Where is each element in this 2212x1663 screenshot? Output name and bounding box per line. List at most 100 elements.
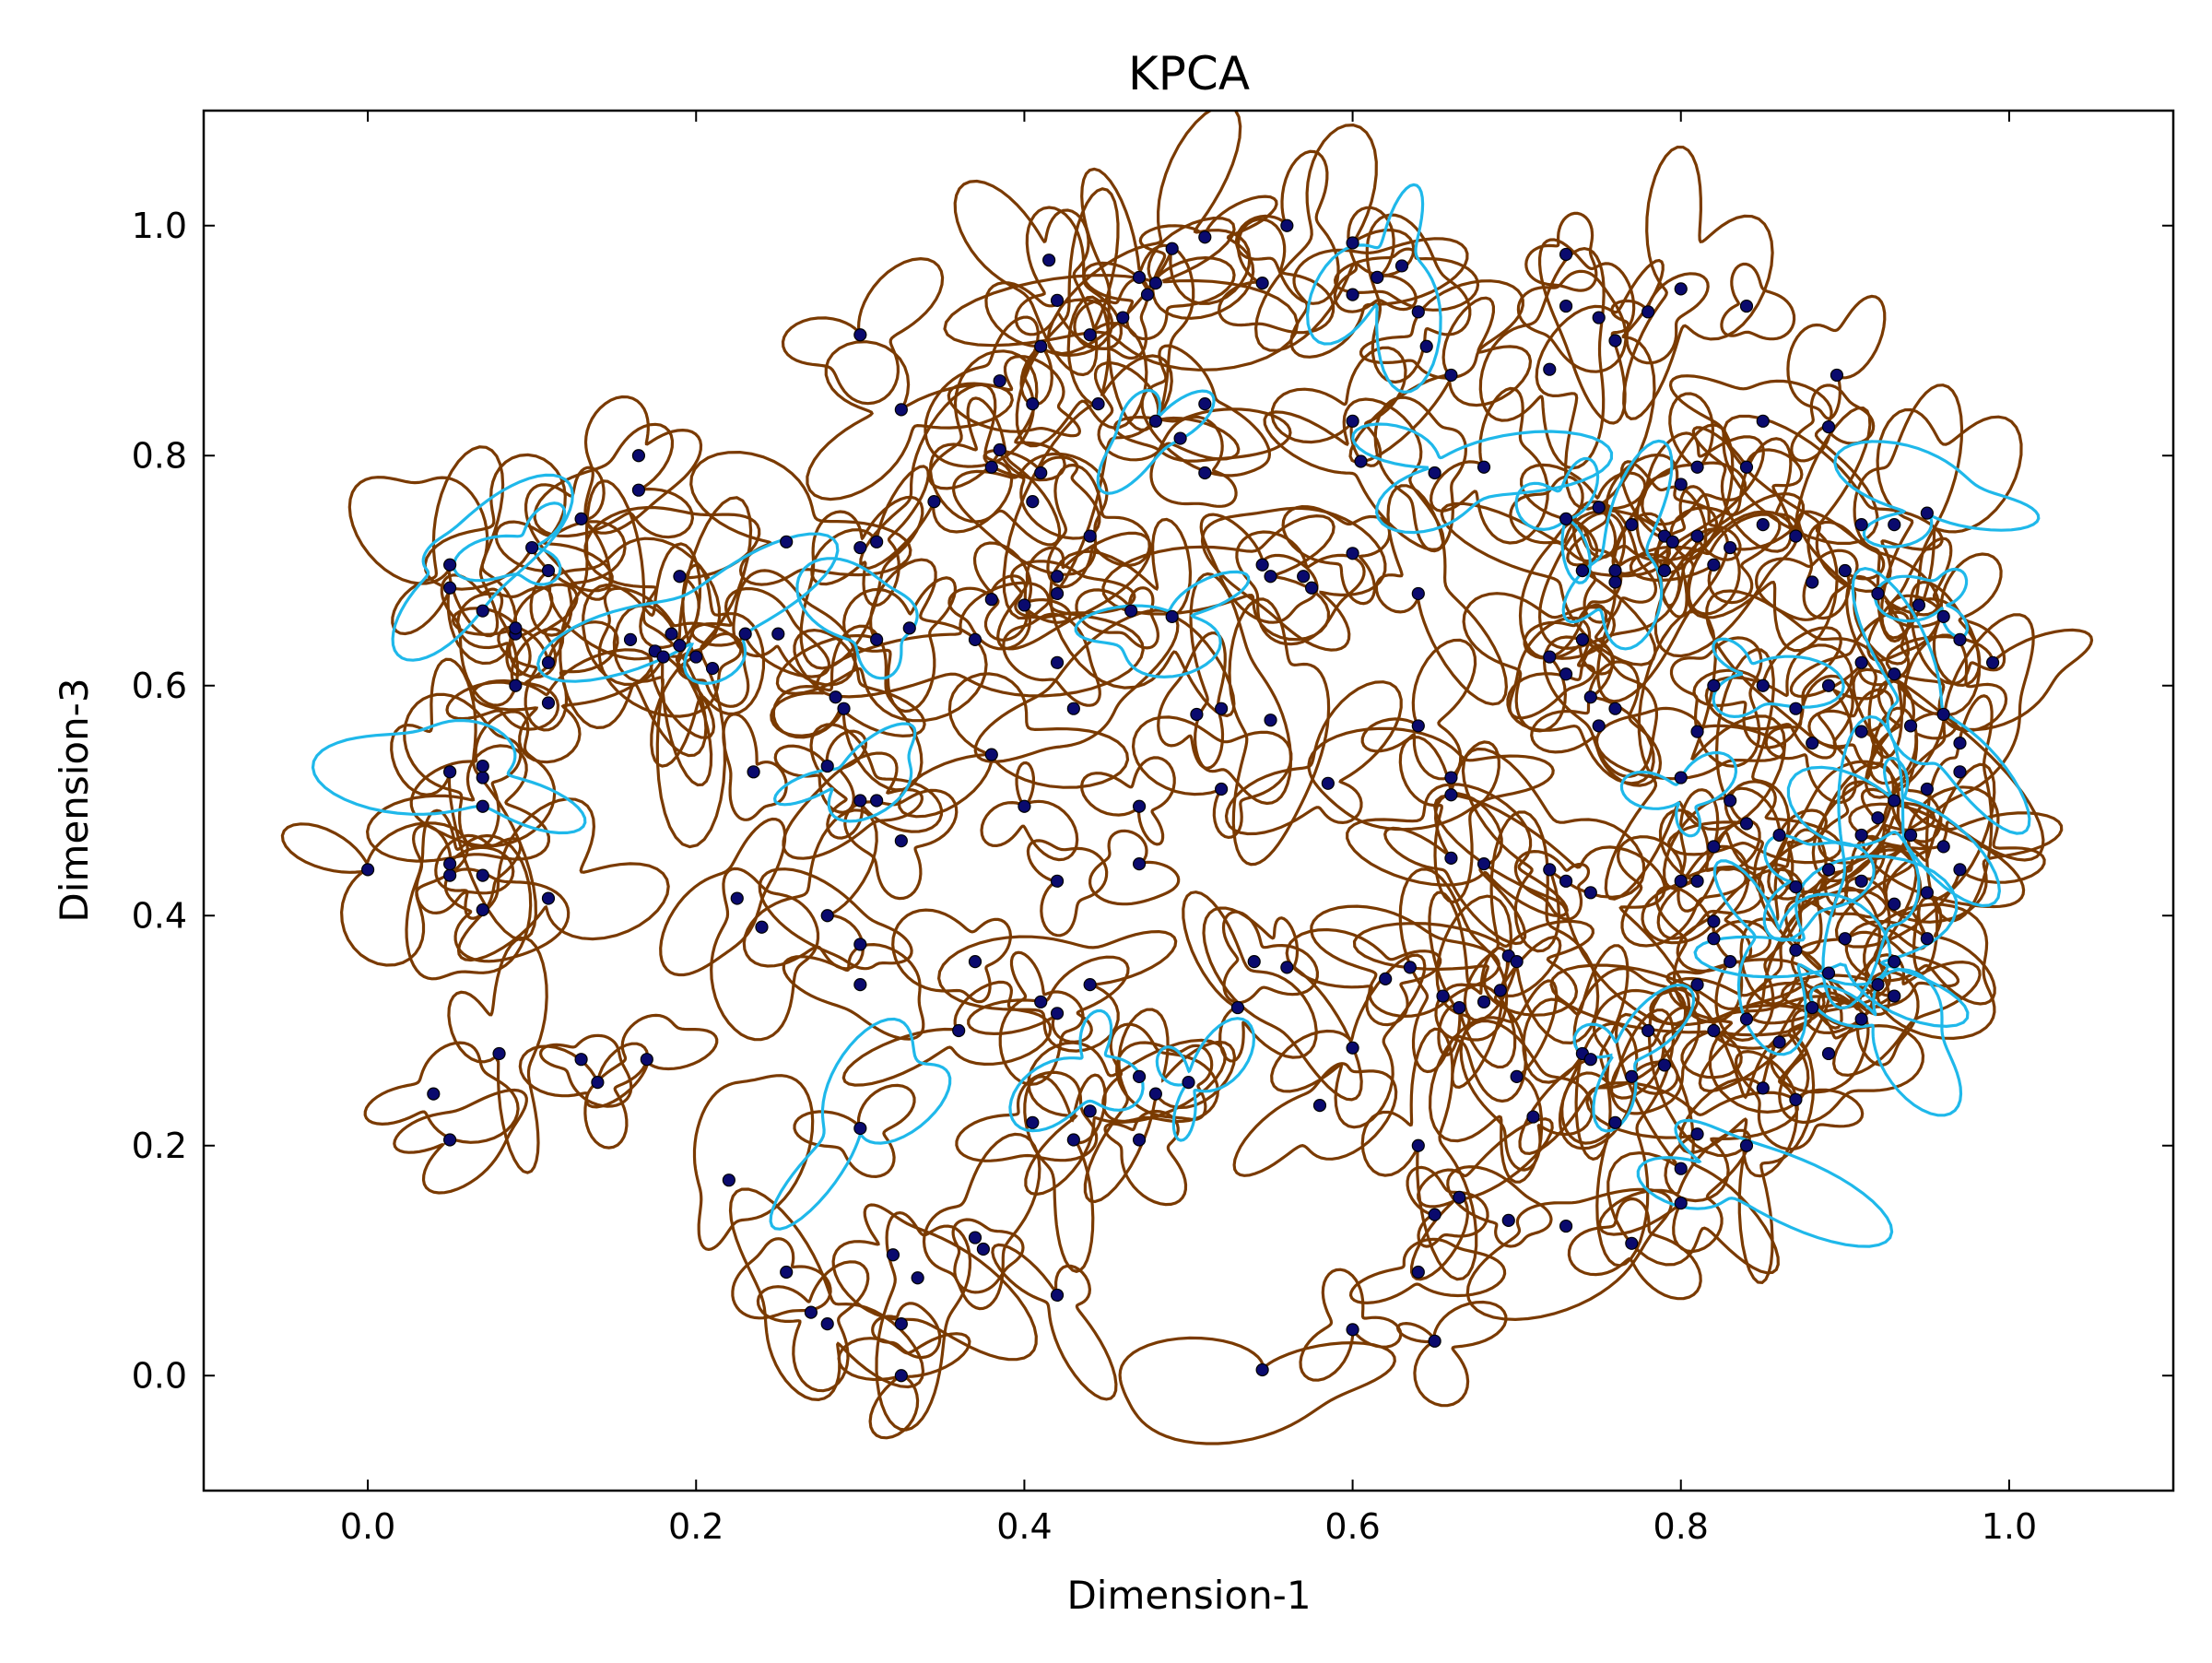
data-point [1428, 466, 1441, 480]
data-point [1526, 1110, 1540, 1124]
data-point [820, 909, 834, 923]
star-glyph [1348, 1237, 1507, 1305]
star-glyph [1253, 123, 1416, 352]
star-glyph [1046, 111, 1252, 356]
star-glyph [1692, 626, 1842, 749]
star-glyph [1200, 506, 1387, 652]
data-point [968, 632, 982, 646]
data-point [1050, 570, 1065, 584]
data-point [1354, 454, 1368, 468]
data-point [902, 621, 916, 635]
star-glyph [1635, 423, 1735, 607]
data-point [1034, 995, 1048, 1008]
star-glyph [547, 537, 722, 739]
data-point [1854, 874, 1868, 888]
data-point [591, 1076, 605, 1090]
data-point [443, 558, 457, 572]
data-point [1920, 932, 1934, 946]
star-glyph [1882, 613, 2035, 835]
data-point [1050, 1288, 1065, 1303]
data-point [1190, 707, 1204, 722]
star-glyph [1157, 631, 1227, 770]
star-glyph [1585, 1080, 1799, 1203]
star-glyph [1669, 636, 1763, 768]
data-point [443, 868, 457, 882]
star-glyph [689, 450, 912, 586]
star-glyph [947, 574, 1031, 651]
data-point [1543, 650, 1557, 664]
data-point [984, 748, 998, 761]
data-point [1871, 977, 1885, 992]
data-point [1888, 955, 1901, 969]
data-point [1510, 1069, 1524, 1084]
data-point [1255, 277, 1269, 290]
star-glyph [1524, 211, 1598, 292]
data-point [1739, 460, 1754, 474]
star-glyph [837, 1332, 971, 1440]
data-point [1165, 242, 1179, 255]
star-glyph [559, 479, 708, 758]
data-point [541, 655, 556, 669]
star-glyph [1542, 635, 1658, 778]
star-glyph [1383, 792, 1527, 946]
star-glyph [1024, 1038, 1227, 1197]
star-glyph [1088, 829, 1181, 906]
data-point [1297, 570, 1311, 584]
star-glyph [1289, 237, 1469, 359]
highlighted-glyph [1636, 1118, 1894, 1248]
data-point [1132, 270, 1147, 284]
data-point [780, 1265, 794, 1280]
data-point [640, 1053, 653, 1067]
data-point [952, 1023, 966, 1038]
star-glyph [955, 1070, 1099, 1162]
star-glyph [1093, 361, 1241, 462]
star-glyph [1876, 407, 2023, 640]
data-point [1477, 857, 1491, 871]
star-glyph [973, 608, 1180, 763]
star-glyph [1790, 930, 1959, 1008]
chart-title: KPCA [1128, 47, 1250, 100]
highlighted-glyph [1008, 1008, 1145, 1133]
star-glyph [782, 942, 925, 1041]
data-point [738, 627, 752, 641]
data-point [1707, 678, 1721, 692]
data-point [870, 632, 884, 646]
data-point [1066, 702, 1080, 715]
data-point [771, 627, 785, 641]
data-point [1453, 1000, 1466, 1015]
data-point [1403, 961, 1418, 974]
data-point [1583, 690, 1597, 704]
data-point [1690, 460, 1704, 474]
data-point [1321, 776, 1335, 790]
data-point [1477, 995, 1491, 1008]
star-glyph [692, 1074, 815, 1252]
data-point [722, 1174, 735, 1187]
data-point [1148, 277, 1162, 290]
data-point [1559, 667, 1573, 681]
data-point [894, 834, 908, 848]
star-glyph [597, 586, 743, 718]
data-point [1501, 1213, 1515, 1227]
star-glyph [728, 1187, 925, 1402]
star-glyph [518, 1042, 650, 1150]
data-point [1674, 874, 1688, 888]
data-point [1707, 840, 1721, 854]
star-glyph [1189, 572, 1293, 806]
data-point [476, 604, 489, 618]
data-point [1830, 368, 1844, 383]
highlighted-glyph [1851, 566, 2031, 835]
data-point [1255, 558, 1269, 572]
data-point [1838, 932, 1852, 946]
star-glyph [1002, 612, 1101, 707]
data-point [1215, 702, 1229, 715]
data-point [1739, 299, 1754, 313]
data-point [1477, 460, 1491, 474]
data-point [730, 891, 744, 905]
data-point [853, 977, 867, 992]
data-point [1018, 799, 1031, 813]
highlighted-glyph [1514, 456, 1600, 584]
data-point [1050, 874, 1065, 888]
star-glyph [1432, 794, 1691, 1026]
highlighted-glyph [1351, 422, 1614, 535]
